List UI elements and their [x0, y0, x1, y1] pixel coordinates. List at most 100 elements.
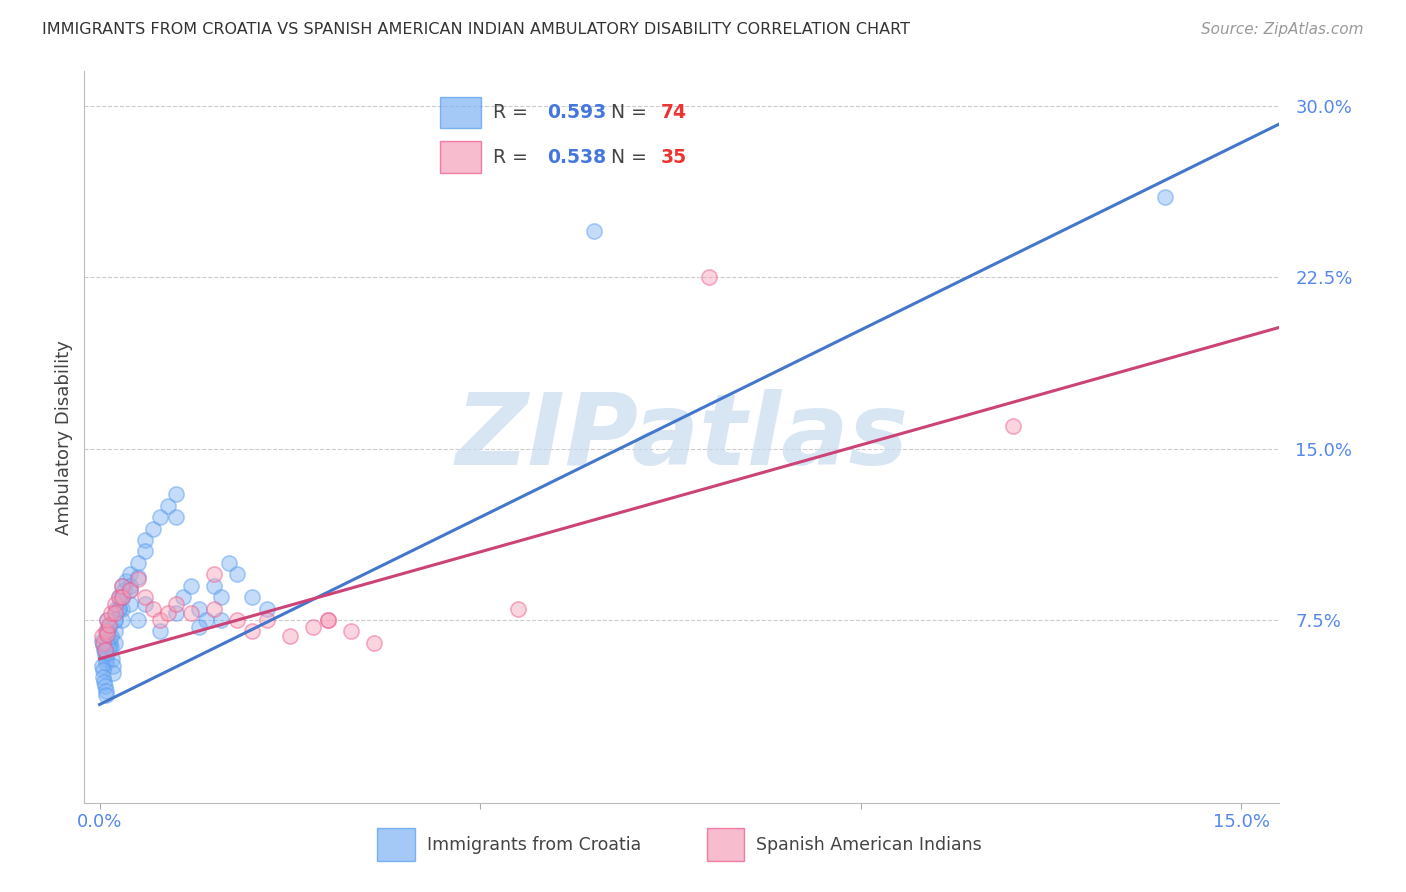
Point — [583, 224, 606, 238]
Point — [103, 665, 125, 680]
Point — [100, 652, 122, 666]
Point — [111, 590, 134, 604]
Point — [101, 658, 124, 673]
Point — [118, 579, 141, 593]
Y-axis label: Ambulatory Disability: Ambulatory Disability — [55, 340, 73, 534]
Point — [118, 583, 141, 598]
Point — [94, 647, 117, 661]
Text: IMMIGRANTS FROM CROATIA VS SPANISH AMERICAN INDIAN AMBULATORY DISABILITY CORRELA: IMMIGRANTS FROM CROATIA VS SPANISH AMERI… — [42, 22, 910, 37]
Point — [187, 620, 209, 634]
Point — [256, 601, 278, 615]
Point — [209, 590, 232, 604]
Point — [134, 597, 156, 611]
Point — [90, 633, 112, 648]
Point — [96, 636, 118, 650]
Point — [127, 613, 149, 627]
Point — [209, 613, 232, 627]
Point — [202, 567, 225, 582]
Point — [111, 590, 134, 604]
Point — [107, 590, 129, 604]
Point — [96, 657, 118, 671]
Point — [93, 636, 115, 650]
Point — [180, 579, 202, 593]
Point — [111, 601, 134, 615]
Point — [134, 590, 156, 604]
Point — [93, 642, 115, 657]
Point — [111, 579, 134, 593]
Point — [127, 572, 149, 586]
Point — [225, 613, 247, 627]
Point — [104, 597, 127, 611]
Point — [107, 601, 129, 615]
Point — [96, 689, 118, 703]
Point — [142, 521, 165, 535]
Point — [104, 613, 127, 627]
Point — [508, 601, 530, 615]
Point — [96, 647, 118, 661]
Point — [94, 652, 117, 666]
Point — [225, 567, 247, 582]
Point — [127, 569, 149, 583]
Point — [697, 270, 720, 285]
Point — [149, 613, 172, 627]
Point — [94, 679, 117, 693]
Point — [93, 670, 115, 684]
Point — [142, 601, 165, 615]
Point — [157, 606, 180, 620]
Point — [91, 663, 114, 677]
Point — [165, 510, 187, 524]
Point — [93, 674, 115, 689]
Point — [96, 613, 118, 627]
Point — [97, 617, 120, 632]
Point — [1002, 418, 1025, 433]
Point — [97, 629, 120, 643]
Point — [165, 597, 187, 611]
Point — [90, 658, 112, 673]
Point — [240, 590, 263, 604]
Point — [100, 640, 122, 655]
Point — [105, 601, 128, 615]
Point — [96, 626, 118, 640]
Point — [104, 624, 127, 639]
Point — [363, 636, 385, 650]
Point — [149, 624, 172, 639]
Point — [107, 601, 129, 615]
Point — [98, 636, 121, 650]
Point — [107, 590, 129, 604]
Point — [149, 510, 172, 524]
Point — [104, 613, 127, 627]
Point — [256, 613, 278, 627]
Point — [90, 629, 112, 643]
Point — [104, 606, 127, 620]
Point — [218, 556, 240, 570]
Point — [94, 683, 117, 698]
Point — [316, 613, 339, 627]
Point — [111, 590, 134, 604]
Point — [118, 597, 141, 611]
Point — [96, 624, 118, 639]
Point — [195, 613, 218, 627]
Point — [100, 606, 122, 620]
Point — [134, 533, 156, 547]
Text: ZIPatlas: ZIPatlas — [456, 389, 908, 485]
Point — [96, 636, 118, 650]
Point — [115, 574, 138, 588]
Point — [93, 638, 115, 652]
Point — [118, 583, 141, 598]
Point — [165, 487, 187, 501]
Point — [1154, 190, 1177, 204]
Point — [127, 556, 149, 570]
Point — [94, 642, 117, 657]
Point — [240, 624, 263, 639]
Point — [316, 613, 339, 627]
Point — [118, 567, 141, 582]
Point — [96, 624, 118, 639]
Point — [134, 544, 156, 558]
Point — [339, 624, 361, 639]
Point — [278, 629, 301, 643]
Point — [98, 620, 121, 634]
Point — [202, 579, 225, 593]
Point — [180, 606, 202, 620]
Point — [111, 613, 134, 627]
Point — [112, 583, 135, 598]
